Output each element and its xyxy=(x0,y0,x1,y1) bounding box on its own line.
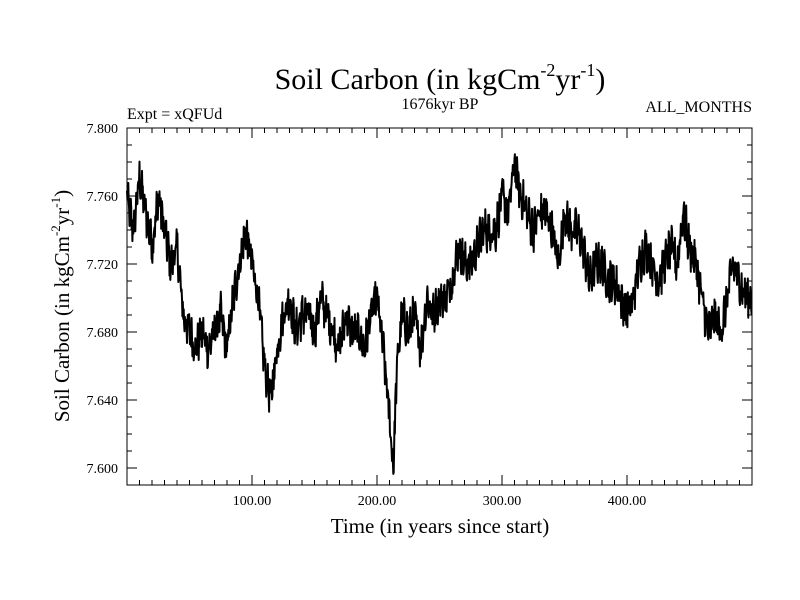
y-axis: 7.600 7.640 7.680 7.720 7.760 7.800 xyxy=(87,122,752,477)
x-tick-label: 400.00 xyxy=(608,494,647,509)
experiment-label: Expt = xQFUd xyxy=(127,106,222,123)
chart-title: Soil Carbon (in kgCm-2yr-1) xyxy=(275,60,606,96)
y-axis-label: Soil Carbon (in kgCm-2yr-1) xyxy=(48,190,74,422)
y-tick-label: 7.720 xyxy=(87,258,119,273)
soil-carbon-series-line xyxy=(126,153,753,475)
x-tick-label: 100.00 xyxy=(233,494,272,509)
y-tick-label: 7.640 xyxy=(87,394,119,409)
x-tick-label: 200.00 xyxy=(358,494,397,509)
y-tick-label: 7.760 xyxy=(87,190,119,205)
x-axis: 100.00 200.00 300.00 400.00 xyxy=(139,128,740,509)
y-tick-label: 7.600 xyxy=(87,462,119,477)
period-label: 1676kyr BP xyxy=(402,96,479,113)
y-tick-label: 7.800 xyxy=(87,122,119,137)
y-tick-label: 7.680 xyxy=(87,326,119,341)
x-tick-label: 300.00 xyxy=(483,494,522,509)
x-axis-label: Time (in years since start) xyxy=(331,514,550,538)
months-label: ALL_MONTHS xyxy=(645,99,752,116)
